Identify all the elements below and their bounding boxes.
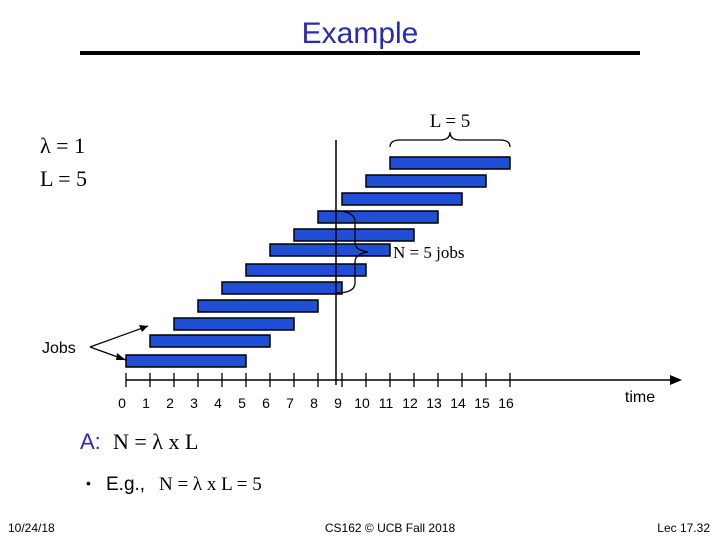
footer-course: CS162 © UCB Fall 2018 bbox=[325, 521, 456, 535]
tick-label: 5 bbox=[238, 395, 246, 411]
job-bar bbox=[293, 228, 415, 242]
job-bar bbox=[125, 354, 247, 368]
tick-label: 8 bbox=[310, 395, 318, 411]
tick-label: 4 bbox=[214, 395, 222, 411]
arrow-head bbox=[116, 353, 126, 360]
job-bar bbox=[365, 174, 487, 188]
tick-label: 3 bbox=[190, 395, 198, 411]
job-bars bbox=[125, 156, 511, 368]
axis-label: time bbox=[625, 389, 655, 406]
arrow-head bbox=[139, 325, 148, 332]
job-bar bbox=[221, 281, 343, 295]
brace-label: L = 5 bbox=[430, 111, 471, 132]
parameter: λ = 1 bbox=[40, 133, 85, 158]
tick-label: 15 bbox=[474, 395, 490, 411]
title: Example bbox=[302, 17, 419, 50]
tick-label: 6 bbox=[262, 395, 270, 411]
job-bar bbox=[389, 156, 511, 170]
count-label: N = 5 jobs bbox=[393, 243, 464, 262]
parameter: L = 5 bbox=[40, 166, 87, 191]
tick-label: 10 bbox=[354, 395, 370, 411]
job-bar bbox=[197, 299, 319, 313]
footer-page: Lec 17.32 bbox=[657, 521, 710, 535]
answer-formula: N = λ x L bbox=[113, 429, 198, 454]
arrow bbox=[89, 325, 149, 348]
job-bar bbox=[245, 263, 367, 277]
bullet: • bbox=[86, 475, 91, 491]
answer-prefix: A: bbox=[80, 429, 101, 454]
bullet-text: E.g., bbox=[106, 474, 145, 495]
tick-label: 1 bbox=[142, 395, 150, 411]
tick-label: 14 bbox=[450, 395, 466, 411]
bullet-formula: N = λ x L = 5 bbox=[159, 474, 262, 495]
brace bbox=[389, 131, 511, 148]
brace bbox=[335, 210, 369, 294]
tick-label: 11 bbox=[379, 395, 394, 411]
tick-label: 7 bbox=[286, 395, 294, 411]
ticks: 0 1 2 3 4 5 6 7 8 9 10 11 12 13 14 15 16 bbox=[118, 373, 514, 411]
axis-arrow bbox=[670, 375, 682, 385]
job-bar bbox=[317, 210, 439, 224]
job-bar bbox=[269, 243, 391, 257]
tick-label: 2 bbox=[166, 395, 174, 411]
job-bar bbox=[149, 334, 271, 348]
tick-label: 12 bbox=[402, 395, 418, 411]
job-bar bbox=[173, 317, 295, 331]
tick-label: 0 bbox=[118, 395, 126, 411]
tick-label: 16 bbox=[498, 395, 514, 411]
job-bar bbox=[341, 192, 463, 206]
tick-label: 13 bbox=[426, 395, 442, 411]
jobs-label: Jobs bbox=[42, 340, 76, 357]
footer-date: 10/24/18 bbox=[8, 521, 55, 535]
tick-label: 9 bbox=[334, 395, 342, 411]
